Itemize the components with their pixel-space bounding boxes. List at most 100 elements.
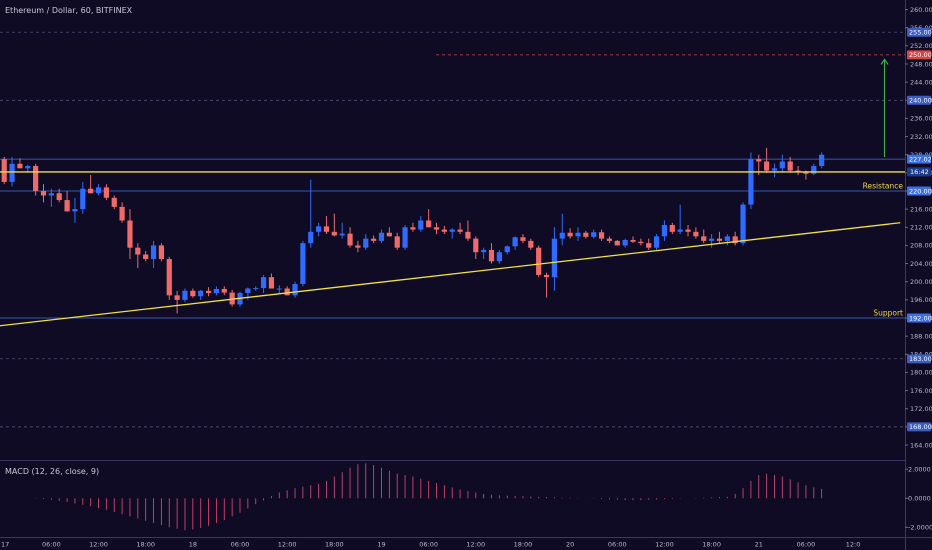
- bull-candle: [363, 238, 369, 248]
- bear-candle: [347, 233, 353, 246]
- bear-candle: [473, 238, 479, 253]
- countdown-label: 16:42: [910, 168, 929, 176]
- bear-candle: [111, 197, 117, 207]
- bear-candle: [465, 231, 471, 239]
- bear-candle: [174, 295, 180, 300]
- bear-candle: [143, 254, 149, 260]
- bull-candle: [551, 238, 557, 278]
- target-arrow-head: [880, 58, 889, 65]
- price-tick-label: 196.00: [910, 296, 932, 304]
- price-level-tag: [907, 422, 931, 432]
- price-tick-label: 236.00: [910, 115, 932, 123]
- price-level-tag-label: 227.02: [909, 155, 932, 163]
- bear-candle: [158, 245, 164, 260]
- bear-candle: [33, 166, 39, 191]
- bear-candle: [614, 240, 620, 246]
- bull-candle: [253, 288, 259, 290]
- bull-candle: [25, 166, 31, 169]
- price-tick-label: 260.00: [910, 6, 932, 14]
- bull-candle: [402, 227, 408, 248]
- bull-candle: [740, 204, 746, 244]
- price-level-tag-label: 183.00: [909, 355, 932, 363]
- time-axis[interactable]: 17 06:00 12:00 18:00 18 06:00 12:00 18:00 19 06:0…: [1, 541, 860, 549]
- bear-candle: [410, 227, 416, 230]
- bear-candle: [528, 240, 534, 248]
- price-tick-label: 180.00: [910, 369, 932, 377]
- price-tick-label: 188.00: [910, 332, 932, 340]
- bull-candle: [449, 229, 455, 232]
- bear-candle: [764, 161, 770, 171]
- bear-candle: [127, 220, 133, 248]
- bull-candle: [559, 232, 565, 239]
- bear-candle: [606, 238, 613, 241]
- bear-candle: [630, 239, 636, 242]
- bull-candle: [378, 232, 385, 241]
- time-tick-label: 06:00: [42, 541, 61, 549]
- bull-candle: [622, 239, 628, 246]
- bull-candle: [198, 290, 204, 297]
- bear-candle: [583, 232, 589, 237]
- price-tick-label: 164.00: [910, 441, 932, 449]
- level-lines: [0, 31, 905, 428]
- time-tick-label: 06:00: [231, 541, 250, 549]
- bear-candle: [701, 236, 707, 241]
- bear-candle: [17, 163, 23, 169]
- bull-candle: [48, 193, 54, 196]
- bull-candle: [771, 168, 778, 171]
- bull-candle: [709, 238, 715, 241]
- price-level-tag-label: 220.00: [909, 187, 932, 195]
- bull-candle: [661, 225, 668, 237]
- bull-candle: [316, 226, 322, 232]
- price-tick-label: 216.00: [910, 205, 932, 213]
- bull-candle: [481, 249, 487, 253]
- drawings: Resistance Support: [0, 58, 905, 327]
- bull-candle: [292, 283, 298, 296]
- time-tick-label: 18:00: [136, 541, 155, 549]
- time-tick-label: 18:00: [325, 541, 344, 549]
- bear-candle: [685, 229, 691, 232]
- bear-candle: [732, 236, 738, 244]
- bull-candle: [591, 232, 597, 237]
- bull-candle: [724, 236, 730, 241]
- price-level-tag-label: 250.00: [909, 51, 932, 59]
- bear-candle: [284, 288, 290, 296]
- macd-tick-label: -2.0000: [908, 524, 932, 532]
- price-level-tag: [907, 186, 931, 196]
- price-level-tag: [907, 27, 931, 37]
- bull-candle: [300, 243, 306, 284]
- bear-candle: [716, 238, 723, 241]
- bear-candle: [433, 227, 440, 230]
- time-tick-label: 18:00: [702, 541, 721, 549]
- countdown-tag: [907, 167, 931, 177]
- bull-candle: [653, 236, 660, 248]
- price-tick-label: 176.00: [910, 387, 932, 395]
- price-level-tag-label: 192.00: [909, 314, 932, 322]
- bear-candle: [229, 292, 235, 305]
- time-tick-label: 21: [755, 541, 763, 549]
- bear-candle: [135, 247, 141, 255]
- price-axis[interactable]: 164.00168.00172.00176.00180.00184.00188.…: [905, 6, 932, 532]
- candles[interactable]: [1, 147, 825, 314]
- bear-candle: [205, 290, 212, 294]
- time-tick-label: 20: [566, 541, 574, 549]
- bull-candle: [779, 161, 785, 169]
- bear-candle: [56, 193, 62, 201]
- bear-candle: [567, 232, 573, 237]
- bull-candle: [418, 220, 424, 230]
- bear-candle: [646, 243, 652, 248]
- bear-candle: [536, 247, 542, 275]
- price-tick-label: 248.00: [910, 60, 932, 68]
- bull-candle: [276, 288, 282, 290]
- price-tick-label: 204.00: [910, 260, 932, 268]
- time-tick-label: 12:00: [655, 541, 674, 549]
- bear-candle: [355, 245, 361, 248]
- bull-candle: [9, 163, 15, 182]
- bull-candle: [80, 188, 86, 210]
- macd-tick-label: 0.0000: [908, 495, 931, 503]
- bear-candle: [166, 259, 172, 296]
- bear-candle: [598, 232, 605, 239]
- bear-candle: [441, 229, 447, 232]
